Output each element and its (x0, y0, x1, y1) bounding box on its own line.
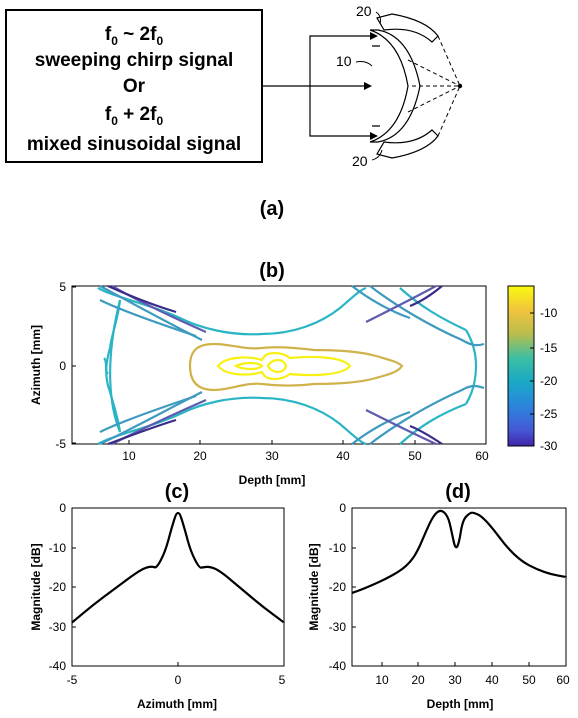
colorbar-tick-4: -30 (540, 439, 558, 453)
d-ytick-3: -30 (329, 620, 347, 634)
colorbar-tick-3: -25 (540, 407, 558, 421)
d-ylabel: Magnitude [dB] (307, 543, 321, 630)
d-ytick-0: 0 (339, 501, 346, 515)
contour-ytick-1: 0 (59, 359, 66, 373)
element-label-top: 20 (356, 3, 372, 19)
panel-label-b: (b) (259, 260, 285, 282)
c-ytick-2: -20 (49, 580, 67, 594)
contour-xtick-0: 10 (122, 449, 136, 463)
d-xtick-2: 30 (448, 673, 462, 687)
contour-ytick-2: -5 (55, 437, 66, 451)
contour-xtick-2: 30 (265, 449, 279, 463)
c-ytick-0: 0 (59, 501, 66, 515)
panel-label-d: (d) (445, 481, 471, 503)
colorbar-tick-1: -15 (540, 341, 558, 355)
panel-d: (d) 10 20 30 40 50 60 0 -10 -20 -30 -40 … (307, 481, 570, 711)
signal-line-2: sweeping chirp signal (35, 50, 234, 71)
focal-point (458, 84, 462, 88)
contour-xtick-1: 20 (193, 449, 207, 463)
c-ytick-1: -10 (49, 541, 67, 555)
c-ytick-3: -30 (49, 620, 67, 634)
d-ytick-4: -40 (329, 659, 347, 673)
contour-xlabel: Depth [mm] (239, 473, 306, 487)
d-xtick-5: 60 (556, 673, 570, 687)
d-ytick-1: -10 (329, 541, 347, 555)
panel-label-a: (a) (260, 198, 284, 220)
d-xtick-4: 50 (522, 673, 536, 687)
panel-label-c: (c) (165, 481, 189, 503)
c-ylabel: Magnitude [dB] (29, 543, 43, 630)
c-ytick-4: -40 (49, 659, 67, 673)
signal-line-3: Or (123, 76, 146, 97)
c-xtick-1: 0 (175, 673, 182, 687)
signal-arrows (262, 36, 370, 136)
c-xtick-2: 5 (279, 673, 286, 687)
d-xtick-1: 20 (411, 673, 425, 687)
d-xtick-0: 10 (375, 673, 389, 687)
contour-xtick-4: 50 (408, 449, 422, 463)
d-xlabel: Depth [mm] (427, 697, 494, 711)
contour-ylabel: Azimuth [mm] (29, 325, 43, 405)
c-xlabel: Azimuth [mm] (137, 697, 217, 711)
colorbar-tick-2: -20 (540, 374, 558, 388)
colorbar (508, 286, 534, 446)
colorbar-tick-0: -10 (540, 306, 558, 320)
element-label-bottom: 20 (352, 153, 368, 169)
c-xtick-0: -5 (67, 673, 78, 687)
d-xtick-3: 40 (485, 673, 499, 687)
plot-d-area (352, 508, 566, 666)
contour-ytick-0: 5 (59, 280, 66, 294)
contour-xtick-5: 60 (475, 449, 489, 463)
d-ytick-2: -20 (329, 580, 347, 594)
signal-line-5: mixed sinusoidal signal (27, 134, 241, 155)
plot-c-area (72, 508, 284, 666)
element-label-mid: 10 (336, 53, 352, 69)
panel-a: f0 ~ 2f0 sweeping chirp signal Or f0 + 2… (6, 3, 462, 220)
contour-xtick-3: 40 (336, 449, 350, 463)
focal-lines (408, 36, 460, 136)
panel-c: (c) -5 0 5 0 -10 -20 -30 -40 Azimuth [mm… (29, 481, 286, 711)
contour-plot-area (72, 286, 486, 444)
panel-b: (b) (29, 260, 558, 487)
